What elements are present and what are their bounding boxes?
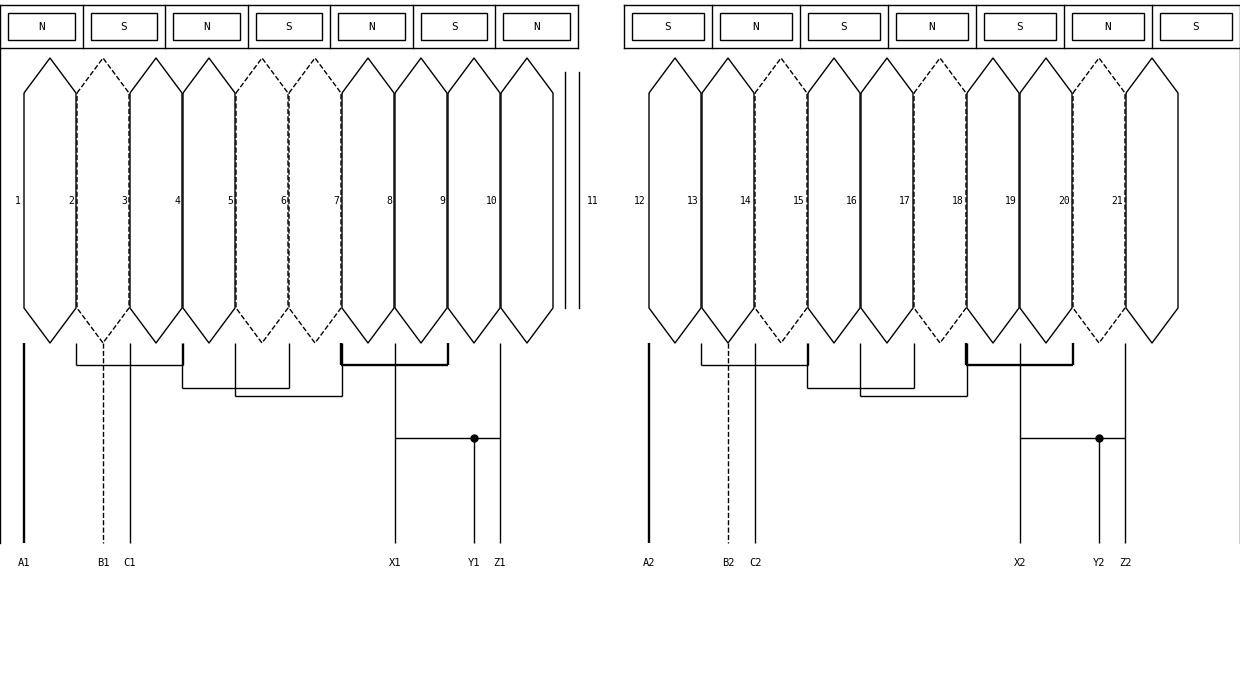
Bar bbox=[420, 13, 487, 40]
Text: Y2: Y2 bbox=[1092, 558, 1105, 568]
Text: S: S bbox=[841, 22, 847, 32]
Bar bbox=[7, 13, 74, 40]
Bar bbox=[632, 13, 704, 40]
Text: 13: 13 bbox=[687, 195, 699, 205]
Text: 4: 4 bbox=[174, 195, 180, 205]
Text: 3: 3 bbox=[122, 195, 126, 205]
Bar bbox=[1159, 13, 1233, 40]
Text: 9: 9 bbox=[439, 195, 445, 205]
Text: B1: B1 bbox=[97, 558, 109, 568]
Text: N: N bbox=[753, 22, 759, 32]
Text: N: N bbox=[368, 22, 374, 32]
Text: Y1: Y1 bbox=[467, 558, 480, 568]
Text: N: N bbox=[1105, 22, 1111, 32]
Bar bbox=[985, 13, 1056, 40]
Text: 17: 17 bbox=[899, 195, 911, 205]
Text: 19: 19 bbox=[1006, 195, 1017, 205]
Text: S: S bbox=[451, 22, 458, 32]
Text: S: S bbox=[1017, 22, 1023, 32]
Bar bbox=[255, 13, 322, 40]
Text: 10: 10 bbox=[486, 195, 498, 205]
Text: 18: 18 bbox=[952, 195, 963, 205]
Bar bbox=[808, 13, 880, 40]
Text: Z1: Z1 bbox=[494, 558, 506, 568]
Text: S: S bbox=[285, 22, 293, 32]
Text: Z2: Z2 bbox=[1118, 558, 1131, 568]
Text: 8: 8 bbox=[386, 195, 392, 205]
Text: S: S bbox=[120, 22, 128, 32]
Bar bbox=[1073, 13, 1145, 40]
Text: A1: A1 bbox=[17, 558, 30, 568]
Text: 7: 7 bbox=[334, 195, 339, 205]
Text: S: S bbox=[1193, 22, 1199, 32]
Text: C2: C2 bbox=[749, 558, 761, 568]
Text: A2: A2 bbox=[642, 558, 655, 568]
Bar bbox=[91, 13, 157, 40]
Text: S: S bbox=[665, 22, 671, 32]
Text: 21: 21 bbox=[1111, 195, 1123, 205]
Text: N: N bbox=[533, 22, 541, 32]
Text: 12: 12 bbox=[634, 195, 646, 205]
Bar bbox=[503, 13, 570, 40]
Text: N: N bbox=[38, 22, 45, 32]
Text: N: N bbox=[203, 22, 210, 32]
Text: C1: C1 bbox=[124, 558, 136, 568]
Text: 2: 2 bbox=[68, 195, 74, 205]
Text: 20: 20 bbox=[1058, 195, 1070, 205]
Text: X2: X2 bbox=[1014, 558, 1027, 568]
Bar bbox=[339, 13, 404, 40]
Bar bbox=[720, 13, 792, 40]
Text: X1: X1 bbox=[389, 558, 402, 568]
Text: 15: 15 bbox=[794, 195, 805, 205]
Bar bbox=[897, 13, 968, 40]
Text: 16: 16 bbox=[846, 195, 858, 205]
Text: B2: B2 bbox=[722, 558, 734, 568]
Text: N: N bbox=[929, 22, 935, 32]
Text: 14: 14 bbox=[740, 195, 751, 205]
Bar bbox=[174, 13, 239, 40]
Text: 1: 1 bbox=[15, 195, 21, 205]
Text: 6: 6 bbox=[280, 195, 286, 205]
Text: 5: 5 bbox=[227, 195, 233, 205]
Text: 11: 11 bbox=[587, 195, 599, 205]
